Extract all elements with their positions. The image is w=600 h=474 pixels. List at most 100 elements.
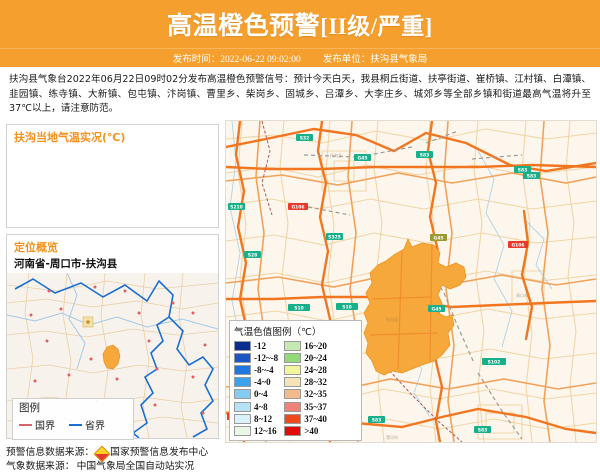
legend-swatch — [284, 352, 302, 363]
legend-label: 20~24 — [304, 352, 327, 363]
page-title: 高温橙色预警[II级/严重] — [167, 6, 433, 42]
legend-label: 28~32 — [304, 377, 327, 388]
legend-entry: 12~16 — [234, 425, 278, 436]
legend-swatch — [234, 413, 251, 424]
local-temperature-panel: 扶沟当地气温实况(℃) — [6, 124, 219, 228]
legend-swatch — [284, 425, 302, 436]
svg-text:G106: G106 — [291, 204, 304, 210]
header-meta-bar: 发布时间：2022-06-22 09:02:00 发布单位：扶沟县气象局 — [0, 48, 600, 67]
issue-time-label: 发布时间： — [172, 55, 221, 65]
page-header: 高温橙色预警[II级/严重] — [0, 0, 600, 48]
legend-swatch — [284, 401, 302, 412]
temperature-color-legend: 气温色值图例（℃） -12 -12~-8 -8~-4 -4~0 0~4 4~8 … — [229, 320, 362, 441]
legend-column-right: 16~20 20~24 24~28 28~32 32~35 35~37 37~4… — [284, 340, 327, 437]
location-overview-title: 定位概览 — [14, 241, 58, 254]
legend-swatch — [234, 425, 251, 436]
issue-time: 发布时间：2022-06-22 09:02:00 — [173, 51, 301, 65]
meteorological-source-label: 气象数据来源： — [6, 461, 75, 473]
warning-source-value: 国家预警信息发布中心 — [110, 447, 209, 458]
legend-label: -8~-4 — [254, 364, 274, 375]
legend-swatch — [284, 413, 302, 424]
place-name: 周口市 — [516, 292, 528, 298]
boundary-legend: 图例 国界 省界 — [12, 398, 134, 440]
road-label-tan: S83 — [523, 172, 540, 179]
legend-swatch — [234, 340, 251, 351]
svg-text:S10: S10 — [342, 304, 352, 310]
svg-text:S28: S28 — [248, 252, 258, 258]
legend-item-province-border: 省界 — [69, 417, 105, 432]
temperature-color-legend-columns: -12 -12~-8 -8~-4 -4~0 0~4 4~8 8~12 12~16… — [234, 340, 361, 437]
svg-text:S83: S83 — [518, 167, 528, 173]
legend-label: 24~28 — [304, 364, 327, 375]
legend-label: -4~0 — [254, 377, 271, 388]
page-title-main: 高温橙色预警 — [167, 11, 321, 40]
legend-entry: 35~37 — [284, 401, 327, 412]
svg-text:S83: S83 — [372, 417, 382, 423]
legend-label: 16~20 — [304, 340, 327, 351]
page-title-level: [II级/严重] — [320, 14, 433, 39]
warning-body-text: 扶沟县气象台2022年06月22日09时02分发布高温橙色预警信号：预计今天白天… — [9, 74, 591, 115]
issue-unit-value: 扶沟县气象局 — [370, 55, 428, 65]
road-label-green: S32 G45 S83 S83 S325 S210 S28 G45 S83 S1… — [228, 134, 531, 433]
location-overview-subtitle: 河南省-周口市-扶沟县 — [14, 258, 118, 270]
legend-entry: 20~24 — [284, 352, 327, 363]
legend-swatch — [234, 352, 251, 363]
legend-entry: -4~0 — [234, 377, 278, 388]
issue-time-value: 2022-06-22 09:02:00 — [220, 55, 301, 65]
province-border-swatch — [69, 423, 82, 426]
legend-entry: >40 — [284, 425, 327, 436]
mini-map-highlight-region — [102, 344, 121, 370]
legend-entry: -12~-8 — [234, 352, 278, 363]
legend-entry: 16~20 — [284, 340, 327, 351]
legend-swatch — [234, 377, 251, 388]
boundary-legend-rows: 国界 省界 — [19, 417, 133, 432]
boundary-legend-title: 图例 — [19, 402, 40, 414]
svg-text:S83: S83 — [527, 173, 537, 179]
place-name: 扶沟县 — [330, 152, 342, 158]
svg-text:S32: S32 — [300, 135, 310, 141]
legend-swatch — [234, 389, 251, 400]
legend-swatch — [284, 389, 302, 400]
legend-label: 4~8 — [254, 401, 268, 412]
legend-entry: 32~35 — [284, 389, 327, 400]
map-highlight-region — [363, 238, 467, 376]
svg-text:S83: S83 — [478, 427, 488, 433]
legend-swatch — [234, 401, 251, 412]
place-name-highlight: 扶沟县 — [386, 316, 398, 322]
legend-entry: 24~28 — [284, 364, 327, 375]
national-border-label: 国界 — [35, 421, 55, 433]
meteorological-source-value: 中国气象局全国自动站实况 — [76, 461, 195, 473]
svg-text:S10: S10 — [294, 305, 304, 311]
local-temperature-title: 扶沟当地气温实况(℃) — [14, 131, 126, 144]
issue-unit: 发布单位：扶沟县气象局 — [323, 51, 428, 65]
legend-label: 32~35 — [304, 389, 327, 400]
legend-swatch — [284, 377, 302, 388]
legend-label: 0~4 — [254, 389, 268, 400]
legend-entry: -12 — [234, 340, 278, 351]
legend-column-left: -12 -12~-8 -8~-4 -4~0 0~4 4~8 8~12 12~16 — [234, 340, 278, 437]
temperature-color-legend-title: 气温色值图例（℃） — [234, 327, 322, 338]
svg-text:G45: G45 — [434, 235, 444, 241]
warning-source-row: 预警信息数据来源： 国家预警信息发布中心 — [6, 445, 336, 463]
svg-text:G106: G106 — [511, 242, 524, 248]
svg-text:G45: G45 — [358, 155, 368, 161]
warning-source-label: 预警信息数据来源： — [6, 447, 95, 458]
legend-item-national-border: 国界 — [19, 417, 55, 432]
legend-label: 12~16 — [254, 425, 277, 436]
place-name: 漯河市 — [386, 434, 398, 440]
legend-swatch — [284, 340, 302, 351]
legend-entry: -8~-4 — [234, 364, 278, 375]
data-source-footer: 预警信息数据来源： 国家预警信息发布中心 气象数据来源： 中国气象局全国自动站实… — [6, 445, 336, 474]
svg-text:S325: S325 — [328, 234, 341, 240]
meteorological-source-row: 气象数据来源： 中国气象局全国自动站实况 — [6, 460, 336, 474]
legend-label: >40 — [304, 425, 319, 436]
legend-entry: 4~8 — [234, 401, 278, 412]
legend-entry: 28~32 — [284, 377, 327, 388]
national-border-swatch — [19, 423, 32, 426]
province-border-label: 省界 — [85, 421, 105, 433]
legend-swatch — [234, 364, 251, 375]
legend-swatch — [284, 364, 302, 375]
legend-label: 37~40 — [304, 413, 327, 424]
svg-text:S83: S83 — [420, 152, 430, 158]
legend-entry: 37~40 — [284, 413, 327, 424]
